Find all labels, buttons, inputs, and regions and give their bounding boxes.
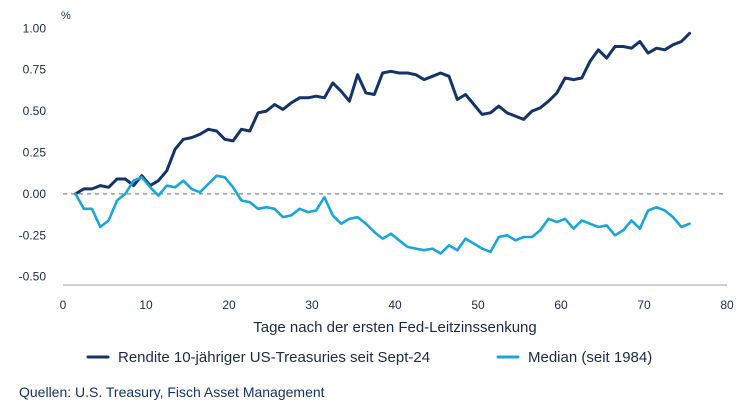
x-tick-label: 60 xyxy=(554,298,568,312)
plot-area: -0.50 -0.25 0.00 0.25 0.50 0.75 1.00 0 10 20 30 40… xyxy=(19,21,734,312)
x-tick-label: 80 xyxy=(720,298,734,312)
legend-label-2: Median (seit 1984) xyxy=(528,349,652,366)
x-tick-label: 40 xyxy=(388,298,402,312)
legend: Rendite 10-jähriger US-Treasuries seit S… xyxy=(86,349,652,366)
y-tick-label: 0.25 xyxy=(23,146,47,160)
y-tick-label: 1.00 xyxy=(23,21,47,35)
series-line-2 xyxy=(74,174,691,255)
y-tick-label: 0.75 xyxy=(23,63,47,77)
y-unit-label: % xyxy=(61,10,71,22)
legend-label-1: Rendite 10-jähriger US-Treasuries seit S… xyxy=(118,349,430,366)
series-lines xyxy=(74,31,692,255)
x-tick-label: 50 xyxy=(471,298,485,312)
y-tick-label: -0.25 xyxy=(19,228,47,242)
x-tick-label: 20 xyxy=(222,298,236,312)
y-tick-label: 0.00 xyxy=(23,187,47,201)
source-note: Quellen: U.S. Treasury, Fisch Asset Mana… xyxy=(19,384,325,400)
y-tick-labels: -0.50 -0.25 0.00 0.25 0.50 0.75 1.00 xyxy=(19,21,47,283)
x-tick-label: 10 xyxy=(139,298,153,312)
y-tick-label: -0.50 xyxy=(19,270,47,284)
x-axis-title: Tage nach der ersten Fed-Leitzinssenkung xyxy=(253,319,537,336)
x-tick-label: 30 xyxy=(305,298,319,312)
x-tick-labels: 0 10 20 30 40 50 60 70 80 xyxy=(60,298,734,312)
x-tick-label: 0 xyxy=(60,298,67,312)
series-line-1 xyxy=(74,31,692,196)
x-tick-label: 70 xyxy=(637,298,651,312)
y-tick-label: 0.50 xyxy=(23,104,47,118)
